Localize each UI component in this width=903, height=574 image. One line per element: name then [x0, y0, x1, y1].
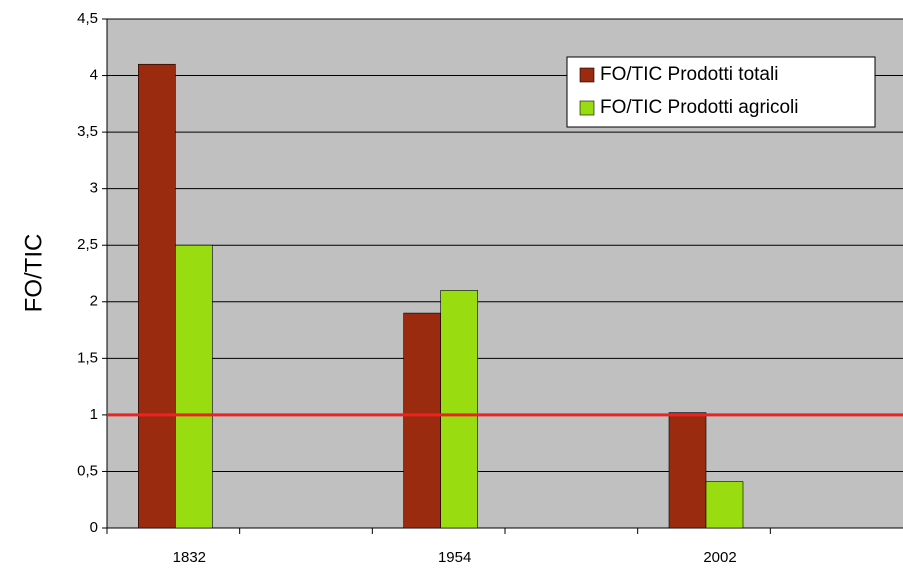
y-tick-label: 4,5 [77, 10, 98, 27]
y-tick-label: 1,5 [77, 349, 98, 366]
legend-swatch [579, 100, 595, 116]
bar [705, 481, 744, 529]
bar [403, 312, 441, 529]
y-axis-label: FO/TIC [20, 234, 47, 313]
y-tick-label: 0 [90, 519, 98, 536]
y-tick-label: 2,5 [77, 236, 98, 253]
bar [138, 63, 176, 529]
x-tick-label: 2002 [703, 549, 736, 566]
x-tick-label: 1832 [173, 549, 206, 566]
legend-label: FO/TIC Prodotti totali [600, 64, 778, 85]
y-tick-label: 0,5 [77, 462, 98, 479]
legend [566, 56, 876, 128]
legend-swatch [579, 67, 595, 83]
legend-label: FO/TIC Prodotti agricoli [600, 97, 799, 118]
y-tick-label: 3 [90, 180, 98, 197]
bar [668, 412, 707, 529]
x-tick-label: 1954 [438, 549, 471, 566]
y-tick-label: 4 [90, 67, 98, 84]
bar [175, 244, 213, 529]
y-tick-label: 2 [90, 293, 98, 310]
bar [440, 290, 478, 529]
y-tick-label: 3,5 [77, 123, 98, 140]
y-tick-label: 1 [90, 406, 98, 423]
